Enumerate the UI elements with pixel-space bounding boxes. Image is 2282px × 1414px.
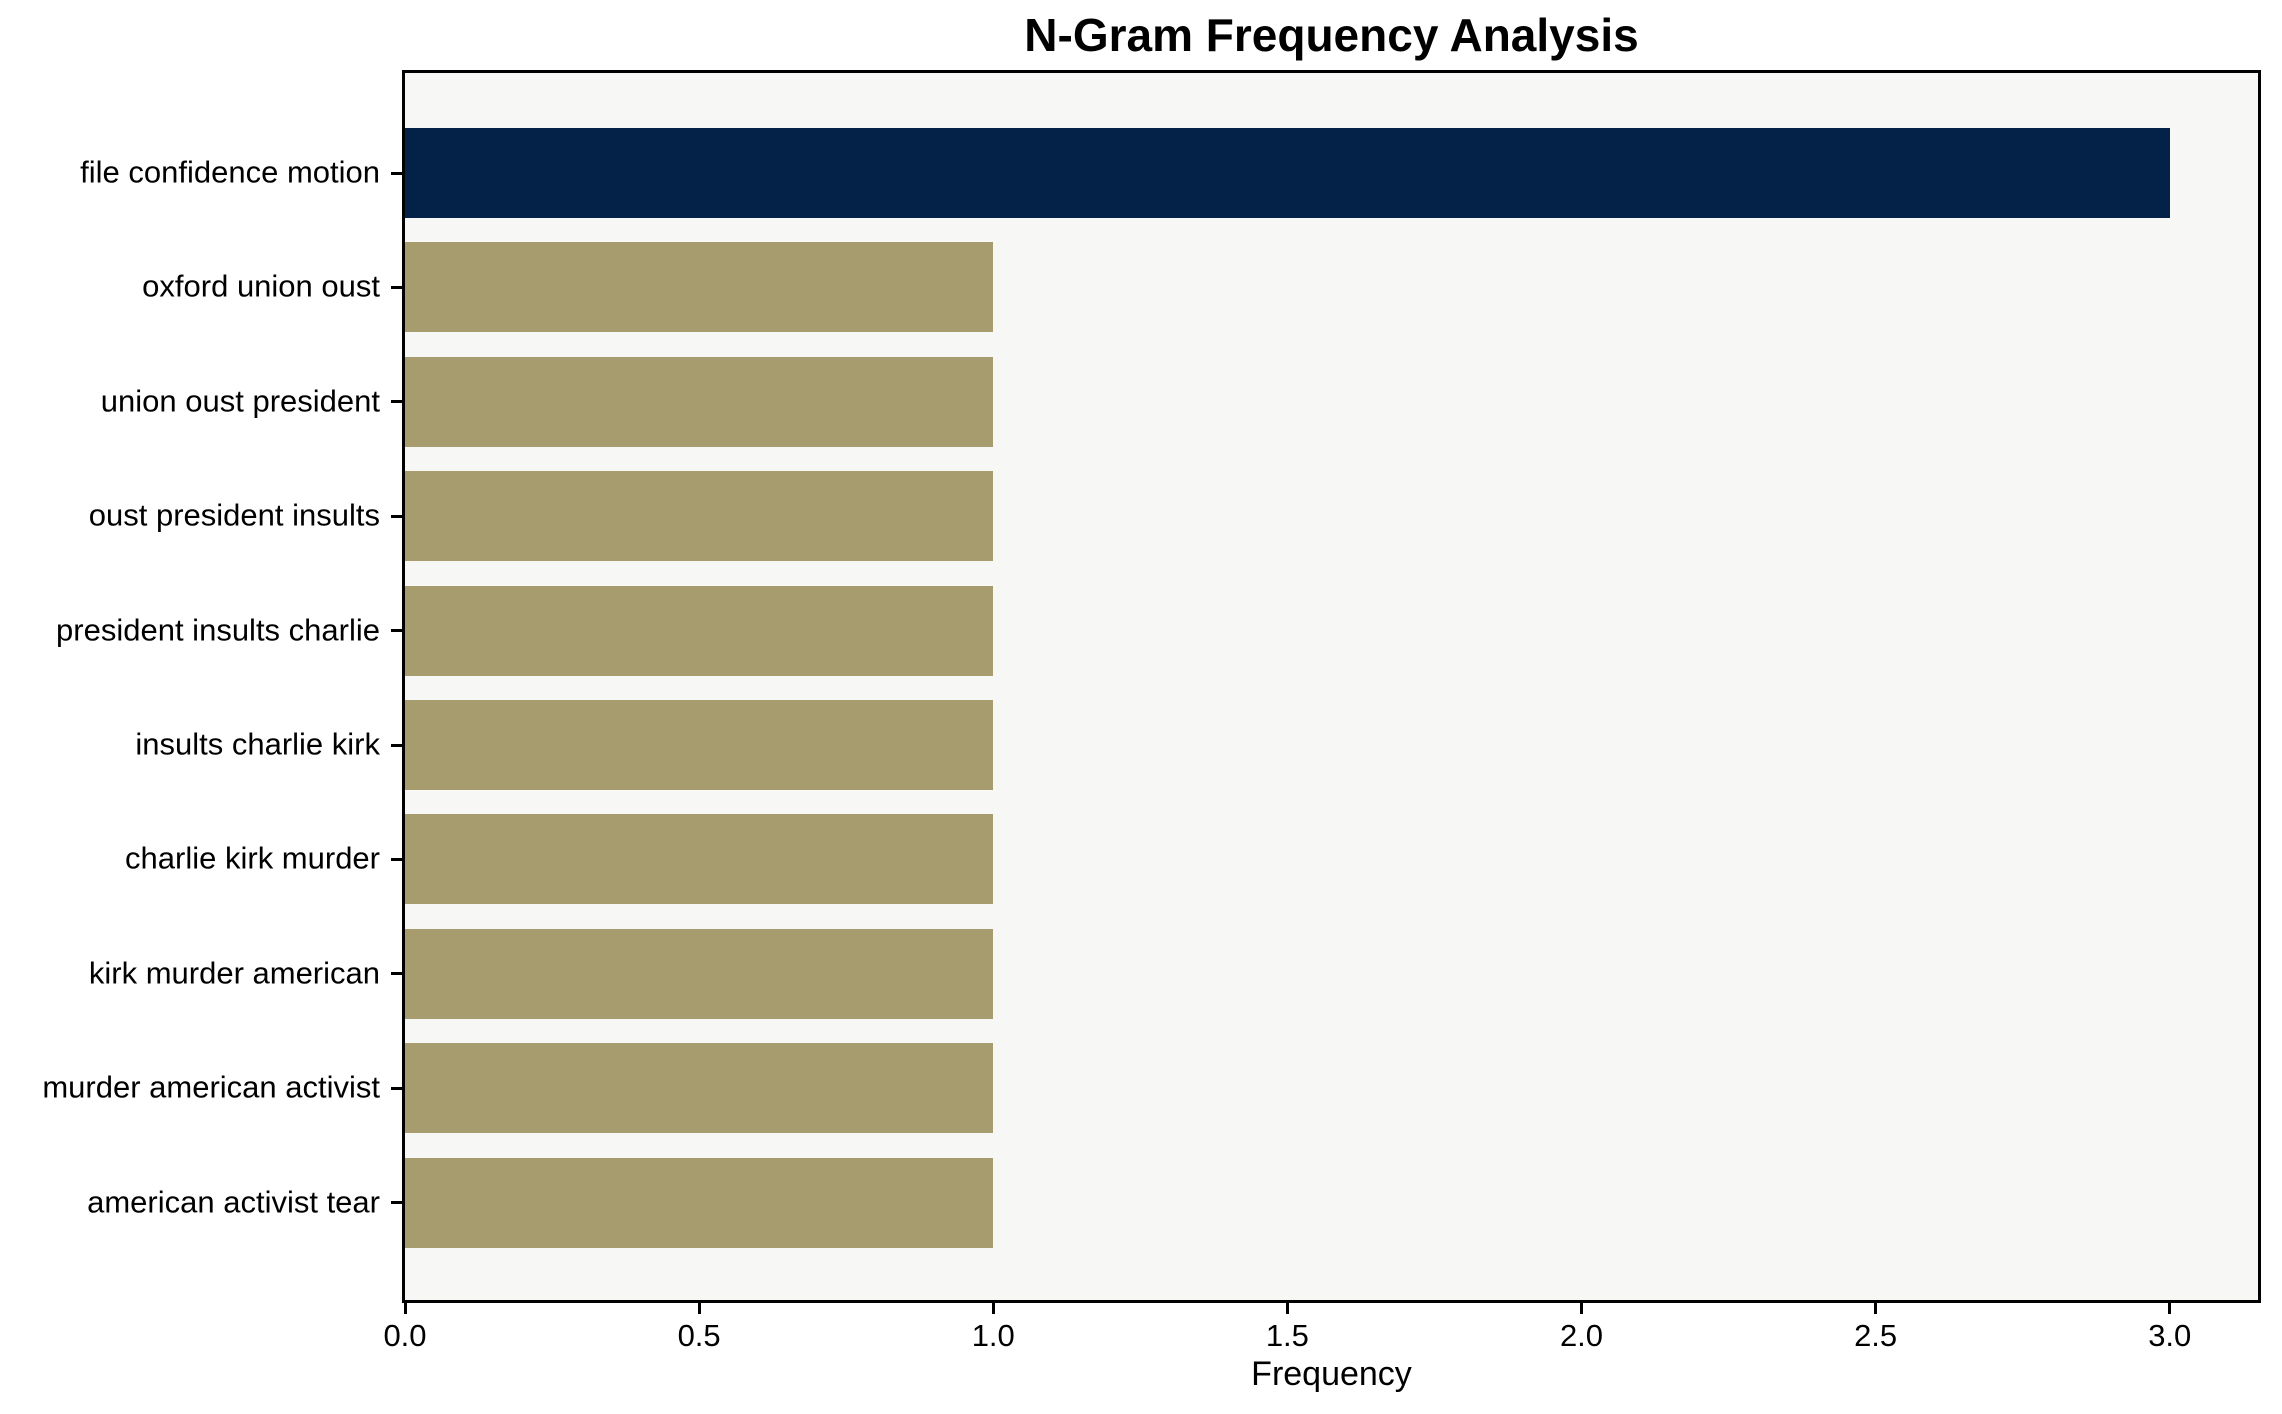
y-axis-label: insults charlie kirk <box>135 726 380 762</box>
x-tick <box>991 1303 995 1314</box>
y-tick <box>391 514 403 518</box>
y-axis-label: oust president insults <box>88 497 380 533</box>
x-tick-label: 1.0 <box>971 1318 1015 1353</box>
y-axis-label: murder american activist <box>42 1069 380 1105</box>
y-axis-label: american activist tear <box>87 1183 380 1219</box>
chart-title: N-Gram Frequency Analysis <box>1024 9 1639 61</box>
y-axis-label: file confidence motion <box>80 154 380 190</box>
y-tick <box>391 171 403 175</box>
y-axis-label: president insults charlie <box>56 611 380 647</box>
y-tick <box>391 743 403 747</box>
y-tick <box>391 1201 403 1205</box>
bar <box>405 1043 994 1134</box>
bar <box>405 471 994 562</box>
bar <box>405 700 994 790</box>
y-tick <box>391 972 403 976</box>
x-tick-label: 0.0 <box>383 1318 427 1353</box>
bar <box>405 1157 994 1248</box>
bar <box>405 814 994 905</box>
bar <box>405 585 994 676</box>
x-axis-title: Frequency <box>1251 1355 1412 1393</box>
y-axis-label: kirk murder american <box>88 955 380 991</box>
x-tick <box>403 1303 407 1314</box>
x-tick <box>1285 1303 1289 1314</box>
bar <box>405 356 994 447</box>
bar <box>405 242 994 333</box>
x-tick-label: 0.5 <box>677 1318 721 1353</box>
y-axis-label: oxford union oust <box>142 268 380 304</box>
y-tick <box>391 629 403 633</box>
bar <box>405 128 2170 218</box>
x-tick-label: 2.0 <box>1559 1318 1604 1353</box>
plot-area <box>402 70 2261 1303</box>
bar <box>405 928 994 1019</box>
y-tick <box>391 285 403 289</box>
y-tick <box>391 1086 403 1090</box>
x-tick <box>1874 1303 1878 1314</box>
y-tick <box>391 400 403 404</box>
x-tick <box>697 1303 701 1314</box>
x-tick-label: 2.5 <box>1854 1318 1898 1353</box>
x-tick <box>2168 1303 2172 1314</box>
y-tick <box>391 857 403 861</box>
x-tick-label: 3.0 <box>2148 1318 2192 1353</box>
x-tick <box>1580 1303 1583 1314</box>
x-tick-label: 1.5 <box>1265 1318 1309 1353</box>
y-axis-label: union oust president <box>100 383 380 419</box>
y-axis-label: charlie kirk murder <box>125 840 380 876</box>
